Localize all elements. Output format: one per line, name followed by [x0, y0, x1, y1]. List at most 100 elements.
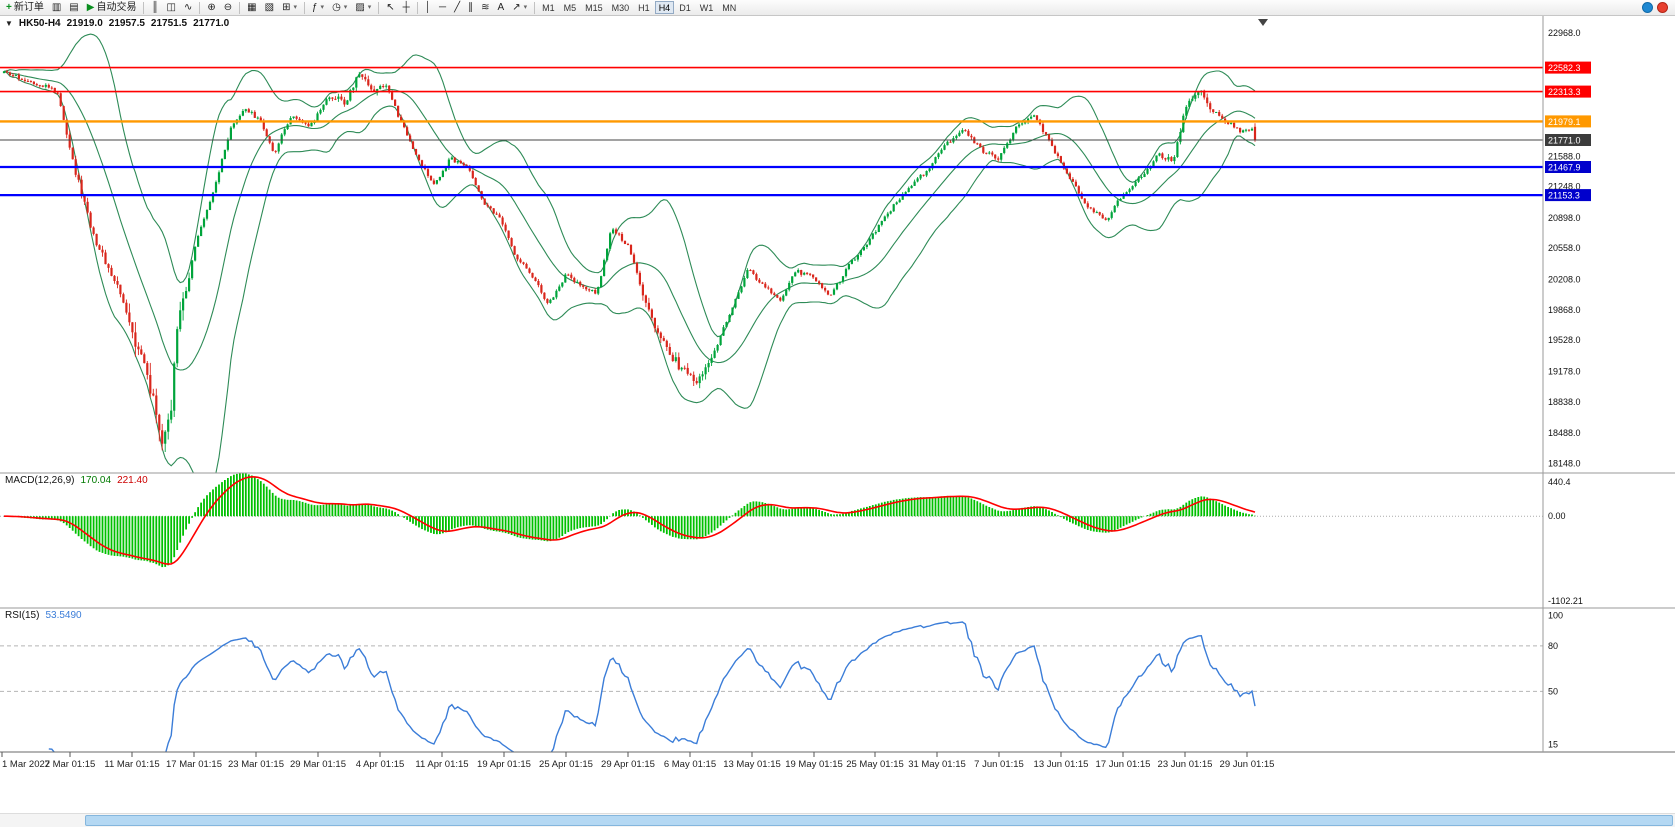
arrows-tool-button[interactable]: ↗ ▾	[508, 1, 531, 15]
indicators-icon: ƒ	[311, 1, 318, 13]
indicators-button[interactable]: ƒ ▾	[308, 1, 328, 15]
line-chart-type-button[interactable]: ∿	[180, 1, 196, 15]
notifications-icon[interactable]	[1657, 2, 1668, 13]
tile-windows-button[interactable]: ▦	[243, 1, 260, 15]
chevron-down-icon: ▾	[320, 3, 325, 11]
vertical-line-tool-button[interactable]: │	[421, 1, 435, 15]
cursor-tool-button[interactable]: ↖	[382, 1, 398, 15]
zoom-in-button[interactable]: ⊕	[203, 1, 219, 15]
chevron-down-icon: ▾	[293, 3, 297, 11]
timeframe-m5-button[interactable]: M5	[560, 1, 581, 14]
toolbar-separator	[199, 1, 201, 14]
scrollbar-thumb[interactable]	[85, 815, 1673, 826]
timeframe-d1-button[interactable]: D1	[675, 1, 695, 14]
date-axis-label: 23 Mar 01:15	[228, 759, 284, 770]
charts-button[interactable]: ▥	[48, 1, 65, 15]
chart-canvas[interactable]: 22968.0 21588.0 21248.0 20898.0 20558.0 20208…	[0, 16, 1675, 776]
date-axis-label: 31 May 01:15	[908, 759, 966, 770]
fibonacci-tool-button[interactable]: ≋	[477, 1, 493, 15]
chevron-down-icon: ▾	[343, 3, 348, 11]
text-tool-button[interactable]: A	[494, 1, 509, 15]
price-axis-label: 20208.0	[1548, 275, 1581, 285]
rsi-label: RSI(15) 53.5490	[5, 610, 82, 621]
templates-icon: ▨	[355, 1, 365, 13]
macd-axis-label: -1102.21	[1548, 596, 1583, 606]
clock-icon: ◷	[332, 1, 341, 13]
crosshair-tool-button[interactable]: ┼	[399, 1, 414, 15]
candlestick-type-button[interactable]: ◫	[163, 1, 180, 15]
date-axis-label: 1 Mar 2022	[2, 759, 50, 770]
channel-tool-button[interactable]: ∥	[464, 1, 477, 15]
rsi-axis-label: 100	[1548, 611, 1563, 621]
svg-text:21979.1: 21979.1	[1548, 117, 1581, 127]
price-axis-label: 22968.0	[1548, 28, 1581, 38]
text-tool-icon: A	[497, 1, 505, 13]
price-tag	[1545, 115, 1591, 128]
macd-layer	[0, 473, 1543, 568]
date-axis-label: 17 Mar 01:15	[166, 759, 222, 770]
timeframe-h1-button[interactable]: H1	[634, 1, 654, 14]
price-tag	[1545, 134, 1591, 146]
new-order-button[interactable]: + 新订单	[2, 1, 48, 15]
date-axis-label: 7 Mar 01:15	[45, 759, 96, 770]
new-chart-button[interactable]: ⊞ ▾	[278, 1, 301, 15]
templates-button[interactable]: ▨ ▾	[351, 1, 375, 15]
price-tag	[1545, 189, 1591, 202]
horizontal-line-tool-button[interactable]: ─	[435, 1, 450, 15]
auto-trading-button[interactable]: ▶ 自动交易	[83, 1, 141, 15]
cascade-windows-button[interactable]: ▧	[261, 1, 278, 15]
price-axis-label: 18838.0	[1548, 397, 1581, 407]
horizontal-scrollbar[interactable]	[0, 813, 1675, 827]
timeframe-w1-button[interactable]: W1	[696, 1, 718, 14]
chart-title-marker-icon[interactable]: ▼	[5, 19, 13, 28]
macd-name: MACD(12,26,9)	[5, 475, 75, 486]
toolbar-separator	[303, 1, 305, 14]
timeframe-m1-button[interactable]: M1	[538, 1, 559, 14]
line-chart-icon: ∿	[184, 1, 193, 13]
macd-axis-label: 440.4	[1548, 477, 1571, 487]
market-watch-button[interactable]: ▤	[65, 1, 82, 15]
ohlc-close: 21771.0	[193, 18, 230, 29]
price-tag	[1545, 85, 1591, 98]
price-tag	[1545, 161, 1591, 173]
cursor-icon: ↖	[386, 1, 395, 13]
auto-trading-label: 自动交易	[96, 1, 137, 13]
ohlc-open: 21919.0	[66, 18, 103, 29]
date-axis-label: 19 Apr 01:15	[477, 759, 531, 770]
macd-axis-label: 0.00	[1548, 511, 1566, 521]
rsi-axis-label: 50	[1548, 686, 1558, 696]
date-axis-label: 29 Jun 01:15	[1220, 759, 1275, 770]
toolbar-separator	[534, 1, 536, 14]
trendline-tool-button[interactable]: ╱	[450, 1, 464, 15]
timeframe-mn-button[interactable]: MN	[718, 1, 740, 14]
price-axis-label: 19528.0	[1548, 335, 1581, 345]
cascade-windows-icon: ▧	[264, 1, 275, 13]
price-axis-label: 21588.0	[1548, 151, 1581, 161]
timeframe-m15-button[interactable]: M15	[581, 1, 607, 14]
timeframe-group: M1 M5 M15 M30 H1 H4 D1 W1 MN	[538, 1, 740, 14]
rsi-value: 53.5490	[45, 610, 82, 621]
candles-layer	[2, 69, 1257, 452]
timeframe-h4-button[interactable]: H4	[654, 1, 675, 14]
price-axis-label: 21248.0	[1548, 182, 1581, 192]
community-icon[interactable]	[1642, 2, 1653, 13]
new-chart-icon: ⊞	[282, 1, 291, 13]
price-tag	[1545, 61, 1591, 74]
chart-window[interactable]: 22968.0 21588.0 21248.0 20898.0 20558.0 20208…	[0, 16, 1675, 776]
price-axis-label: 20558.0	[1548, 243, 1581, 253]
timeframe-m30-button[interactable]: M30	[608, 1, 634, 14]
svg-text:22582.3: 22582.3	[1548, 63, 1581, 73]
price-axis-label: 19868.0	[1548, 305, 1581, 315]
market-watch-icon: ▤	[69, 1, 79, 13]
trendline-icon: ╱	[454, 1, 461, 13]
bar-chart-type-button[interactable]: ║	[147, 1, 162, 15]
date-axis-label: 11 Mar 01:15	[104, 759, 159, 770]
svg-text:21467.9: 21467.9	[1548, 163, 1581, 173]
date-axis-label: 19 May 01:15	[785, 759, 843, 770]
date-axis-label: 29 Apr 01:15	[601, 759, 655, 770]
periods-button[interactable]: ◷ ▾	[328, 1, 351, 15]
date-axis-label: 17 Jun 01:15	[1096, 759, 1151, 770]
price-chart-svg[interactable]: 22968.0 21588.0 21248.0 20898.0 20558.0 20208…	[0, 16, 1675, 776]
zoom-out-button[interactable]: ⊖	[220, 1, 236, 15]
date-axis-label: 4 Apr 01:15	[356, 759, 405, 770]
